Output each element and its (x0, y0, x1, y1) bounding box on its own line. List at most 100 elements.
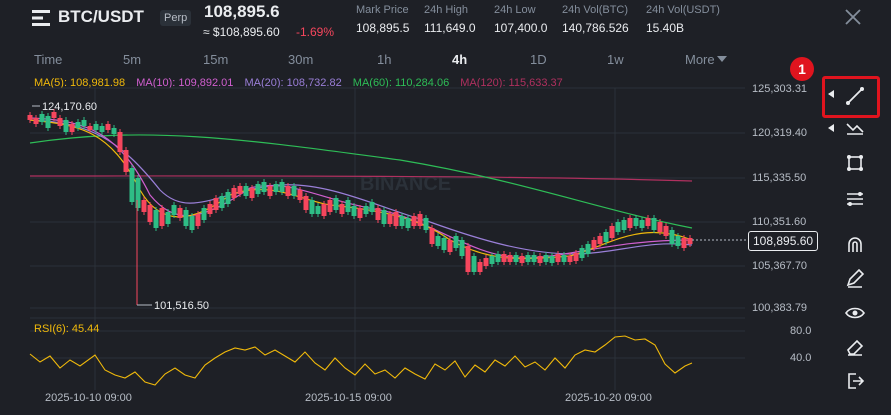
magnet-icon[interactable] (844, 234, 866, 256)
date-tick: 2025-10-15 09:00 (305, 392, 392, 404)
tab-1w[interactable]: 1w (607, 52, 624, 67)
candle-body (129, 168, 135, 202)
candle-body (381, 210, 387, 224)
trend-line-icon[interactable] (844, 85, 866, 107)
rectangle-icon[interactable] (844, 152, 866, 174)
pencil-icon[interactable] (844, 267, 866, 289)
candle-body (561, 255, 567, 262)
candle-body (669, 230, 675, 244)
candle-body (675, 236, 681, 246)
candle-body (579, 248, 585, 258)
highlight-box (822, 76, 880, 118)
candle-body (639, 220, 645, 228)
ma-legend: MA(5): 108,981.98 MA(10): 109,892.01 MA(… (34, 77, 571, 89)
candle-body (351, 206, 357, 216)
candle-body (423, 218, 429, 230)
candle-body (429, 228, 435, 244)
candle-body (609, 226, 615, 238)
close-icon[interactable] (844, 8, 862, 26)
candle-body (405, 218, 411, 228)
tab-1h[interactable]: 1h (377, 52, 392, 67)
candle-body (51, 112, 57, 118)
candle-body (549, 256, 555, 263)
tab-time[interactable]: Time (34, 52, 63, 67)
candle-body (447, 240, 453, 252)
candle-body (525, 255, 531, 262)
candle-body (195, 214, 201, 226)
rsi-tick: 40.0 (790, 352, 812, 364)
high-marker: 124,170.60 (42, 101, 97, 113)
vol-btc-value: 140,786.526 (562, 21, 629, 35)
fib-icon[interactable] (844, 188, 866, 210)
candle-body (543, 255, 549, 262)
multi-line-icon[interactable] (844, 118, 866, 140)
ma5-label: MA(5): 108,981.98 (34, 77, 126, 89)
eye-icon[interactable] (844, 302, 866, 324)
vol-btc-label: 24h Vol(BTC) (562, 4, 629, 16)
candle-body (99, 126, 105, 132)
mark-price-label: Mark Price (356, 4, 409, 16)
price-tick: 100,383.79 (752, 302, 808, 314)
candle-body (489, 256, 495, 264)
candle-body (285, 186, 291, 196)
candle-body (213, 198, 219, 210)
candle-body (255, 184, 261, 194)
watermark: BINANCE (360, 173, 451, 195)
candle-body (243, 186, 249, 196)
ma60-label: MA(60): 110,284.06 (352, 77, 450, 89)
price-tick: 115,335.50 (752, 172, 807, 184)
candle-body (171, 205, 177, 215)
candle-body (165, 212, 171, 224)
price-tick: 110,351.60 (752, 216, 807, 228)
candle-body (279, 182, 285, 192)
candle-body (201, 208, 207, 220)
candle-body (333, 198, 339, 210)
annotation-badge: 1 (790, 57, 814, 81)
candle-body (435, 236, 441, 246)
pair-name[interactable]: BTC/USDT (58, 7, 144, 26)
mark-price-value: 108,895.5 (356, 21, 410, 35)
ma20-label: MA(20): 108,732.82 (244, 77, 342, 89)
ticker-header: BTC/USDT Perp 108,895.6 ≈ $108,895.60 -1… (0, 0, 891, 46)
candle-body (399, 216, 405, 226)
expand-arrow-icon[interactable] (828, 124, 834, 132)
candle-body (273, 184, 279, 192)
candle-body (27, 115, 33, 120)
candle-body (147, 205, 153, 222)
candle-body (471, 256, 477, 272)
candle-body (453, 236, 459, 248)
exit-icon[interactable] (844, 370, 866, 392)
candle-body (63, 120, 69, 132)
candle-body (237, 186, 243, 194)
candle-body (573, 253, 579, 261)
candle-body (357, 208, 363, 218)
drawing-toolbar (824, 68, 884, 398)
candle-body (651, 218, 657, 230)
candle-body (603, 232, 609, 242)
tab-30m[interactable]: 30m (288, 52, 314, 67)
tab-more[interactable]: More (685, 52, 715, 67)
current-price-label: 108,895.60 (748, 231, 819, 251)
tab-15m[interactable]: 15m (203, 52, 229, 67)
candle-body (45, 116, 51, 128)
candle-body (327, 200, 333, 212)
rsi-label: RSI(6): 45.44 (34, 323, 99, 335)
candle-body (39, 114, 45, 122)
candle-body (303, 196, 309, 210)
tab-1d[interactable]: 1D (530, 52, 547, 67)
menu-icon[interactable] (32, 9, 52, 27)
candle-body (219, 196, 225, 208)
candle-body (519, 256, 525, 263)
candle-body (369, 202, 375, 212)
ma120-label: MA(120): 115,633.37 (460, 77, 563, 89)
tab-4h[interactable]: 4h (452, 52, 468, 67)
candle-body (681, 238, 687, 248)
expand-arrow-icon[interactable] (828, 90, 834, 98)
eraser-icon[interactable] (844, 336, 866, 358)
candle-body (507, 255, 513, 262)
low-label: 24h Low (494, 4, 536, 16)
tab-5m[interactable]: 5m (123, 52, 142, 67)
high-value: 111,649.0 (424, 21, 476, 35)
candle-body (141, 200, 147, 212)
